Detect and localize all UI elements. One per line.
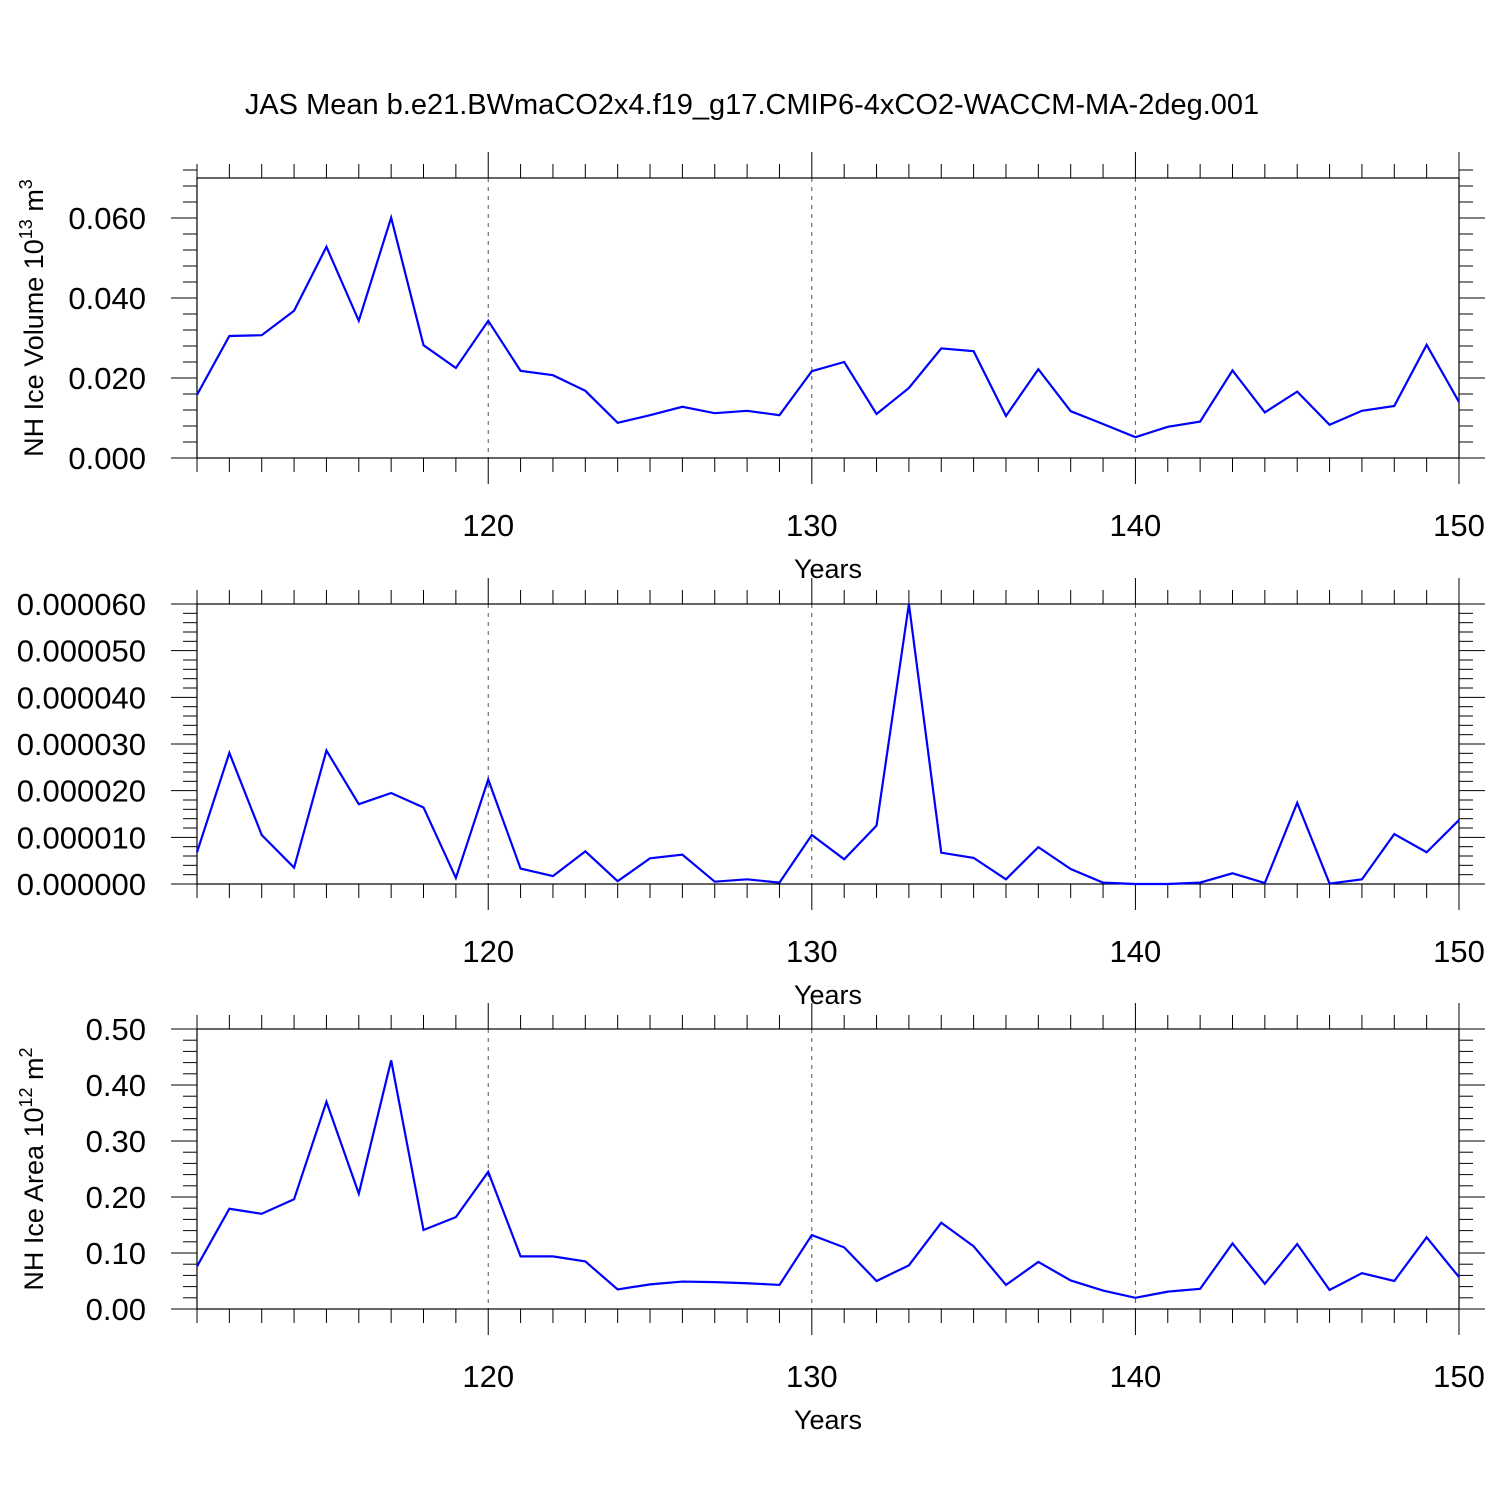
y-tick-label: 0.000030 xyxy=(17,727,146,762)
y-tick-label: 0.10 xyxy=(86,1236,146,1271)
x-tick-label: 140 xyxy=(1110,934,1162,969)
y-tick-label: 0.040 xyxy=(68,281,146,316)
x-tick-label: 120 xyxy=(462,1359,514,1394)
y-tick-label: 0.30 xyxy=(86,1124,146,1159)
y-axis-label-exponent: 13 xyxy=(16,219,36,239)
y-tick-label: 0.50 xyxy=(86,1012,146,1047)
y-axis-label-text: NH Ice Area 10 xyxy=(19,1107,49,1290)
series-line xyxy=(196,1060,1460,1299)
y-axis-label-unit: m xyxy=(19,1057,49,1087)
x-axis-label: Years xyxy=(794,980,862,1010)
y-tick-label: 0.020 xyxy=(68,361,146,396)
x-tick-label: 120 xyxy=(462,508,514,543)
y-tick-label: 0.000060 xyxy=(17,587,146,622)
y-tick-label: 0.000020 xyxy=(17,774,146,809)
x-tick-label: 140 xyxy=(1110,1359,1162,1394)
x-tick-label: 150 xyxy=(1433,934,1485,969)
y-axis-label-unit-exponent: 3 xyxy=(16,179,36,189)
y-tick-label: 0.000010 xyxy=(17,820,146,855)
y-tick-label: 0.000000 xyxy=(17,867,146,902)
y-axis-label-text: NH Ice Volume 10 xyxy=(19,239,49,457)
x-tick-label: 150 xyxy=(1433,1359,1485,1394)
x-tick-label: 150 xyxy=(1433,508,1485,543)
y-axis-label: NH Ice Volume 1013 m3 xyxy=(16,179,49,457)
x-tick-label: 130 xyxy=(786,1359,838,1394)
y-tick-label: 0.40 xyxy=(86,1068,146,1103)
chart-panel-3: 120 130 140 150 Years 0.00 0.10 0.20 0.30 0.40 0.5… xyxy=(16,1003,1485,1435)
y-axis-label-exponent: 12 xyxy=(16,1087,36,1107)
x-tick-label: 130 xyxy=(786,508,838,543)
y-tick-label: 0.00 xyxy=(86,1292,146,1327)
x-tick-label: 140 xyxy=(1110,508,1162,543)
y-axis-label-unit: m xyxy=(19,189,49,219)
y-axis-label: NH Ice Area 1012 m2 xyxy=(16,1047,49,1290)
y-tick-label: 0.060 xyxy=(68,201,146,236)
y-tick-label: 0.20 xyxy=(86,1180,146,1215)
plot-frame xyxy=(196,1028,1460,1310)
x-tick-label: 120 xyxy=(462,934,514,969)
x-axis-label: Years xyxy=(794,1405,862,1435)
x-tick-label: 130 xyxy=(786,934,838,969)
x-axis-label: Years xyxy=(794,554,862,584)
chart-panel-2: 120 130 140 150 Years 0.000000 0.000010 0.00002… xyxy=(17,578,1485,1010)
y-tick-label: 0.000 xyxy=(68,441,146,476)
y-tick-label: 0.000040 xyxy=(17,680,146,715)
series-line xyxy=(195,603,1460,886)
y-tick-label: 0.000050 xyxy=(17,634,146,669)
y-axis-label-unit-exponent: 2 xyxy=(16,1047,36,1057)
chart-panel-1: 120 130 140 150 Years 0.000 0.020 0.040 0.060 NH … xyxy=(16,152,1485,584)
plot-frame xyxy=(196,603,1460,885)
plot-frame xyxy=(196,177,1460,459)
chart-title: JAS Mean b.e21.BWmaCO2x4.f19_g17.CMIP6-4… xyxy=(245,89,1259,121)
series-line xyxy=(196,213,1460,439)
